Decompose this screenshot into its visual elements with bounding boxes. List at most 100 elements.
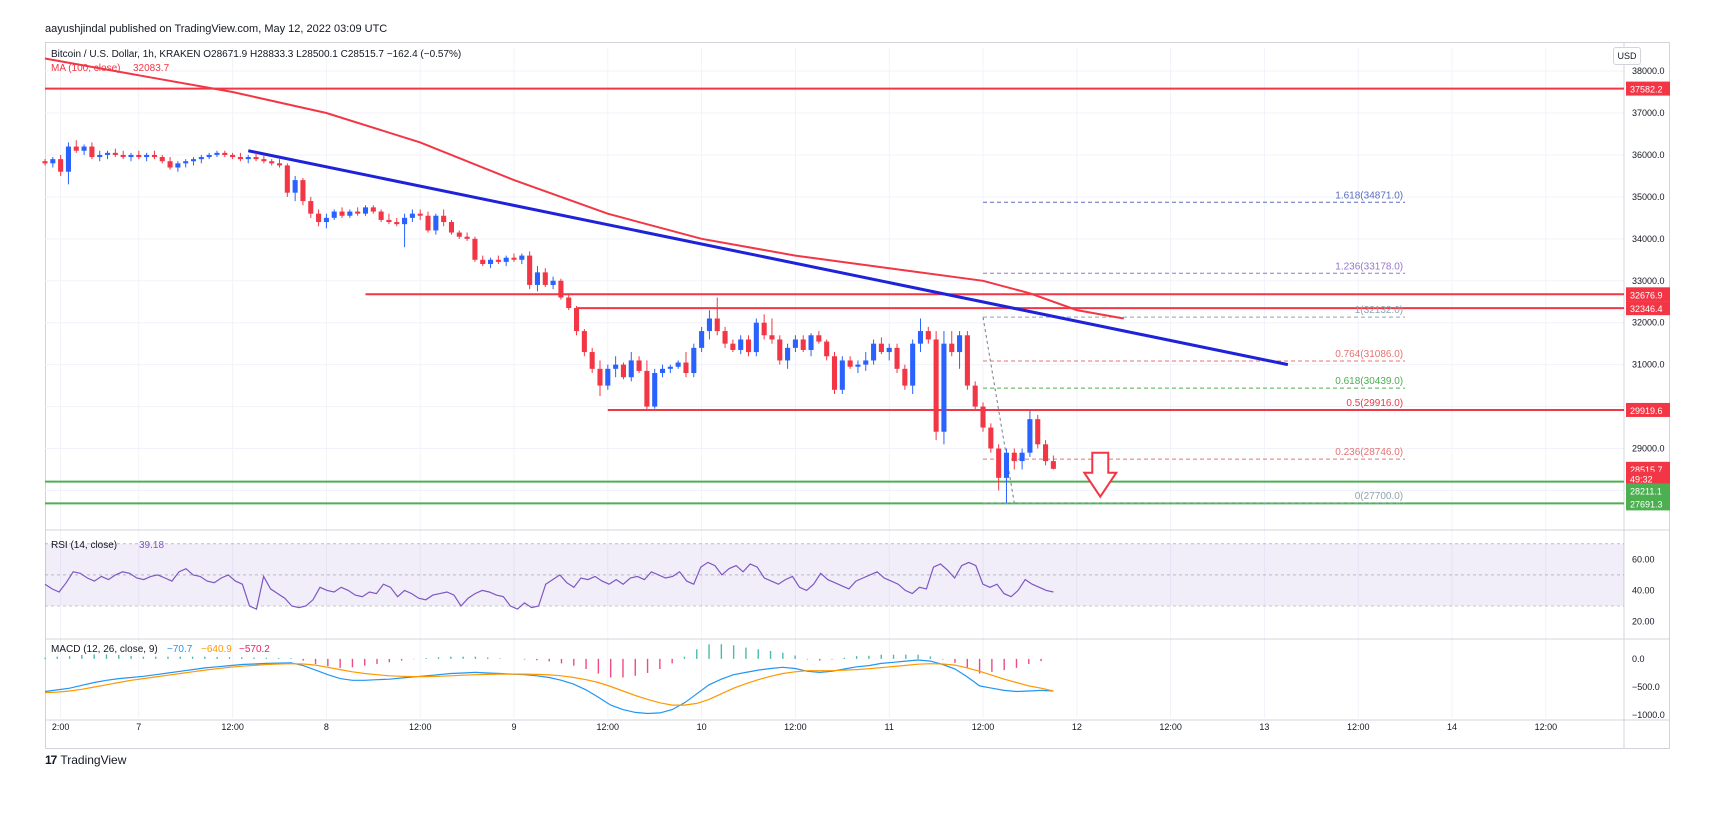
candle-body [831, 356, 838, 390]
candle-body [613, 364, 619, 369]
time-tick-label: 12:00 [1159, 722, 1182, 732]
price-label-text: 32346.4 [1630, 304, 1663, 314]
time-tick-label: 12:00 [409, 722, 432, 732]
time-tick-label: 7 [136, 722, 141, 732]
candle-body [597, 368, 603, 386]
candle-body [144, 154, 150, 158]
candle-body [128, 154, 134, 158]
price-label-text: 49:32 [1630, 475, 1653, 485]
time-tick-label: 12:00 [597, 722, 620, 732]
candle-body [949, 343, 955, 353]
candle-body [120, 154, 126, 158]
macd-legend-signal: −640.9 [201, 644, 232, 655]
price-tick-label: 34000.0 [1632, 234, 1665, 244]
candle-body [323, 217, 329, 223]
candle-body [1035, 419, 1041, 445]
candle-body [800, 339, 806, 350]
currency-button[interactable]: USD [1613, 47, 1641, 65]
candle-body [691, 347, 697, 374]
price-tick-label: 29000.0 [1632, 444, 1665, 454]
price-label-text: 28515.7 [1630, 465, 1663, 475]
candle-body [370, 207, 376, 212]
rsi-tick-label: 40.00 [1632, 585, 1655, 595]
candle-body [996, 448, 1002, 478]
candle-body [964, 335, 970, 386]
price-tick-label: 31000.0 [1632, 360, 1665, 370]
time-tick-label: 12:00 [1347, 722, 1370, 732]
price-tick-label: 38000.0 [1632, 66, 1665, 76]
chart-frame [45, 42, 1670, 749]
macd-tick-label: 0.0 [1632, 654, 1645, 664]
candle-body [276, 163, 283, 166]
candle-body [355, 211, 361, 214]
fib-level-label: 1(32132.0) [1355, 305, 1403, 316]
candle-body [261, 159, 267, 162]
candle-body [738, 339, 744, 350]
candle-body [104, 152, 111, 155]
candle-body [871, 343, 877, 361]
fib-level-label: 0.236(28746.0) [1335, 447, 1403, 458]
rsi-tick-label: 60.00 [1632, 554, 1655, 564]
candle-body [269, 161, 275, 164]
candle-body [488, 259, 494, 264]
candle-body [722, 331, 728, 344]
candle-body [198, 157, 204, 160]
candle-body [402, 217, 408, 225]
price-tick-label: 37000.0 [1632, 108, 1665, 118]
candle-body [65, 146, 71, 172]
candle-body [112, 152, 118, 155]
bearish-trendline [247, 149, 1289, 367]
price-tick-label: 32000.0 [1632, 318, 1665, 328]
candle-body [675, 362, 681, 367]
candle-body [878, 343, 884, 353]
candle-body [886, 347, 892, 353]
candle-body [566, 297, 572, 309]
ma-legend-label: MA (100, close) [51, 63, 120, 74]
candle-body [464, 236, 470, 239]
candle-body [847, 360, 853, 367]
footer-brand-label: TradingView [60, 753, 127, 767]
fib-level-label: 1.618(34871.0) [1335, 190, 1403, 201]
time-tick-label: 2:00 [52, 722, 70, 732]
candle-body [386, 219, 392, 223]
candle-body [316, 213, 322, 223]
time-tick-label: 12:00 [1535, 722, 1558, 732]
price-tick-label: 35000.0 [1632, 192, 1665, 202]
candle-body [941, 343, 947, 432]
candle-body [448, 222, 455, 233]
footer-brand[interactable]: 17 TradingView [45, 753, 126, 767]
price-tick-label: 36000.0 [1632, 150, 1665, 160]
fib-level-label: 0.5(29916.0) [1346, 398, 1403, 409]
candle-body [824, 341, 830, 357]
candle-body [339, 211, 345, 216]
candle-body [206, 154, 212, 158]
fib-level-label: 0.618(30439.0) [1335, 376, 1403, 387]
candle-body [534, 272, 541, 285]
candle-body [855, 364, 861, 367]
candle-body [902, 368, 908, 386]
fib-level-label: 0(27700.0) [1355, 491, 1403, 502]
macd-legend-macd: −70.7 [167, 644, 193, 655]
candle-body [761, 322, 767, 336]
candle-body [605, 368, 611, 386]
candle-body [190, 159, 197, 162]
candle-body [574, 308, 580, 332]
candle-body [699, 331, 705, 348]
price-label-tag [1626, 471, 1670, 486]
candle-body [558, 280, 564, 298]
time-tick-label: 12:00 [784, 722, 807, 732]
candle-body [214, 152, 220, 155]
candle-body [753, 322, 759, 353]
candle-body [167, 161, 173, 168]
candle-body [331, 211, 337, 218]
candle-body [652, 373, 658, 407]
candle-body [97, 154, 103, 158]
candle-body [933, 339, 939, 432]
candle-body [644, 370, 650, 407]
rsi-legend-value: 39.18 [139, 540, 164, 551]
candle-body [73, 146, 79, 151]
price-label-text: 27691.3 [1630, 499, 1663, 509]
price-tick-label: 33000.0 [1632, 276, 1665, 286]
candle-body [777, 339, 783, 361]
